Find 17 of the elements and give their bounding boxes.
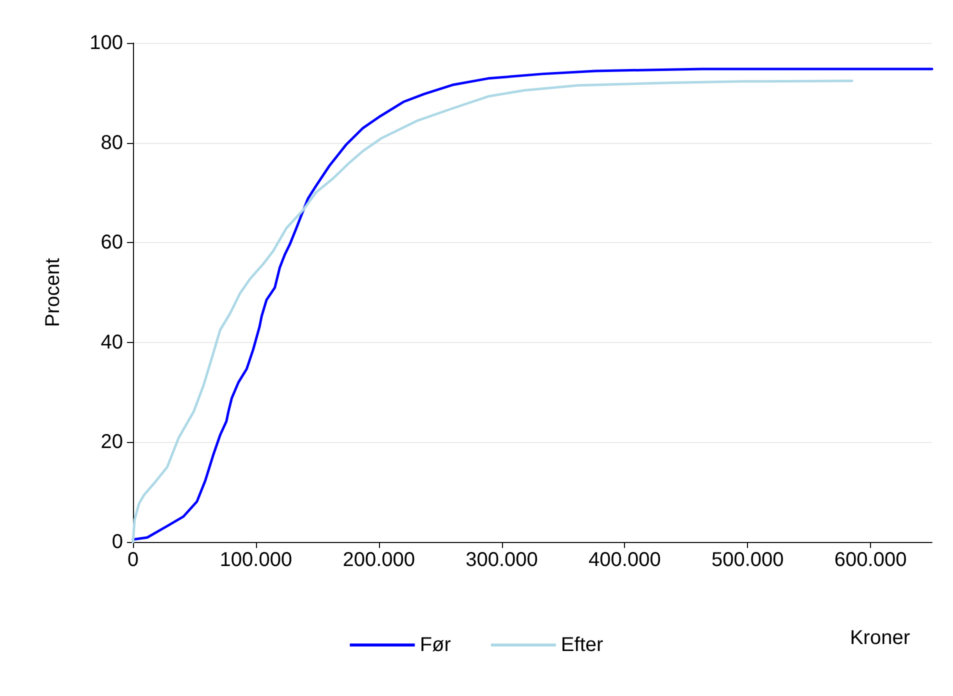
x-tick-label: 400.000 [588, 549, 661, 571]
legend-label: Efter [560, 634, 604, 656]
y-tick-label: 0 [112, 531, 123, 553]
y-tick-label: 60 [100, 232, 123, 254]
x-tick-label: 300.000 [466, 549, 538, 571]
legend-label: Før [420, 634, 452, 656]
y-tick-label: 40 [100, 331, 123, 354]
x-tick-label: 100.000 [220, 549, 292, 571]
y-tick-label: 20 [100, 431, 123, 454]
y-tick-label: 80 [100, 132, 123, 154]
x-tick-label: 200.000 [342, 549, 415, 571]
y-tick-label: 100 [90, 32, 123, 54]
x-axis-title: Kroner [850, 627, 910, 649]
x-tick-label: 600.000 [834, 549, 907, 571]
y-axis-title: Procent [42, 258, 64, 327]
x-tick-label: 0 [127, 549, 139, 571]
x-tick-label: 500.000 [711, 549, 784, 571]
